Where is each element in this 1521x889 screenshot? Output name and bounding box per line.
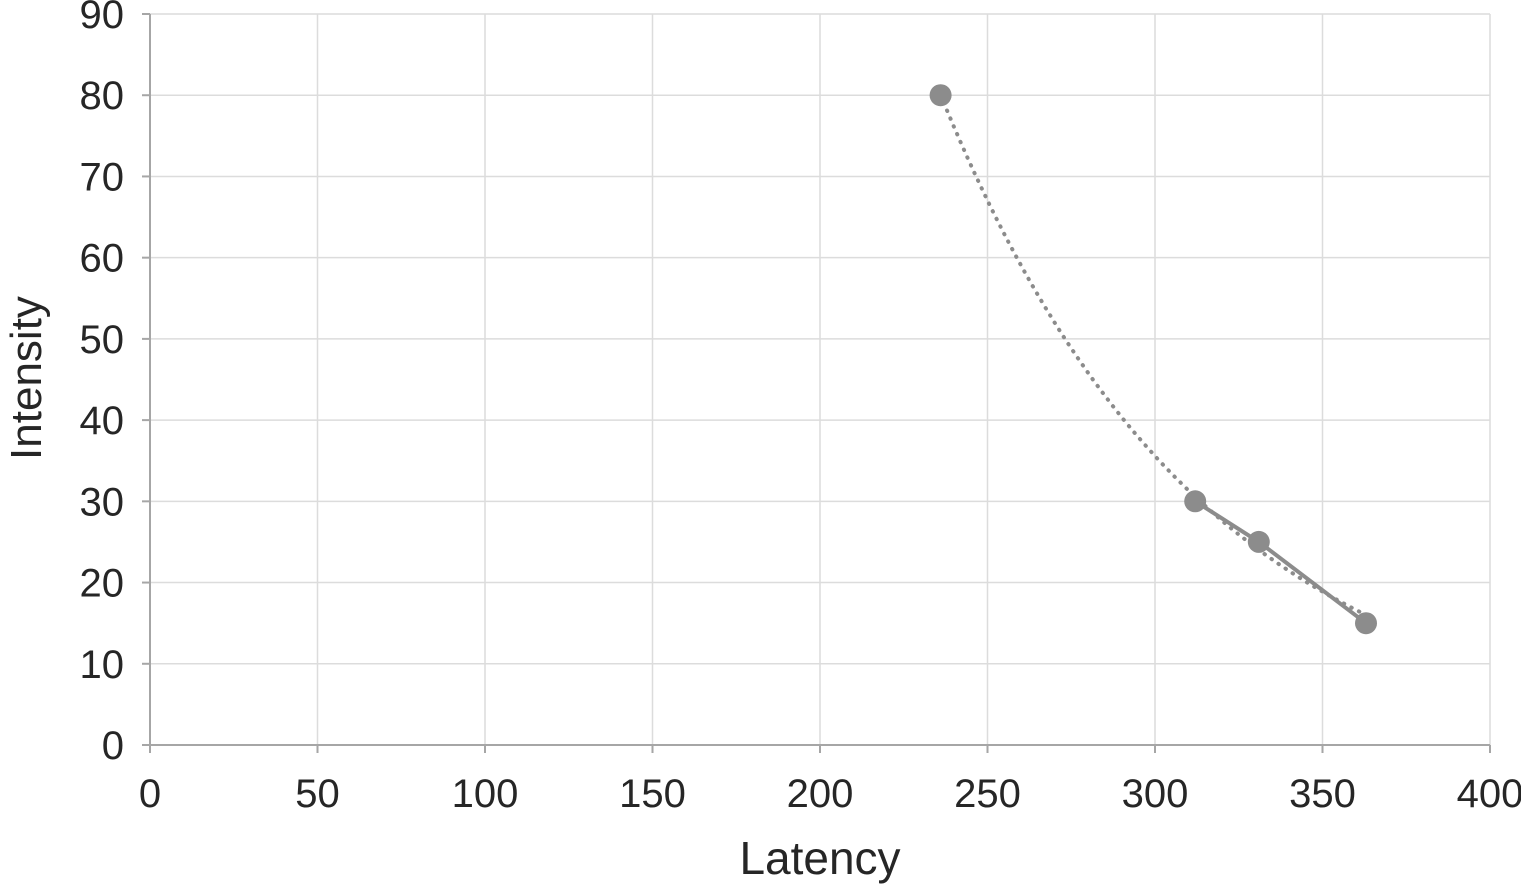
series-line [1193,499,1368,626]
y-axis-title: Intensity [2,296,51,460]
y-tick-label: 80 [80,74,125,118]
x-tick-label: 50 [295,772,340,816]
data-point [1184,490,1207,513]
y-tick-label: 40 [80,399,125,443]
y-tick-label: 30 [80,480,125,524]
y-tick-label: 10 [80,643,125,687]
data-point [929,84,952,107]
y-tick-label: 0 [102,724,124,768]
x-tick-label: 200 [787,772,854,816]
y-tick-label: 70 [80,155,125,199]
x-tick-label: 300 [1122,772,1189,816]
y-tick-label: 50 [80,318,125,362]
y-tick-label: 20 [80,562,125,606]
x-axis-title: Latency [739,832,901,884]
x-tick-label: 400 [1457,772,1521,816]
x-tick-label: 350 [1289,772,1356,816]
x-tick-label: 0 [139,772,161,816]
x-tick-label: 250 [954,772,1021,816]
trendline-dotted [938,92,1372,619]
data-point [1247,530,1270,553]
x-tick-label: 100 [452,772,519,816]
y-tick-label: 90 [80,0,125,37]
data-point [1355,612,1377,635]
y-tick-label: 60 [80,237,125,281]
x-tick-label: 150 [619,772,686,816]
